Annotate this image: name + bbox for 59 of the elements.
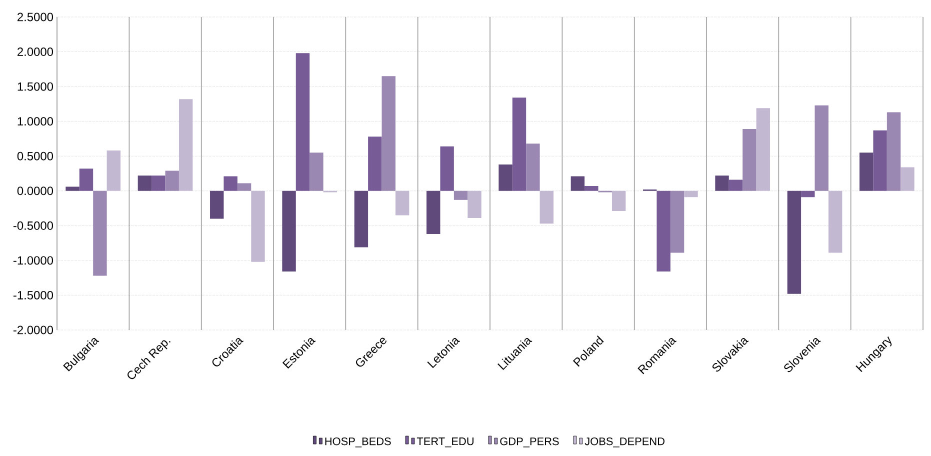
- bar: [742, 128, 756, 191]
- bar: [93, 190, 107, 276]
- legend-label: TERT_EDU: [416, 438, 474, 448]
- bar: [787, 190, 802, 294]
- legend-label: GDP_PERS: [500, 437, 559, 448]
- bar: [224, 176, 238, 191]
- bar: [454, 190, 468, 200]
- bar: [512, 98, 526, 191]
- bar: [900, 167, 914, 191]
- bar: [886, 112, 901, 191]
- legend-label: HOSP_BEDS: [325, 437, 391, 448]
- y-tick-label: -0.5000: [13, 221, 54, 230]
- bar: [728, 180, 743, 191]
- y-tick-label: -1.0000: [13, 256, 54, 265]
- y-tick-label: -2.0000: [13, 326, 54, 334]
- bar: [237, 183, 252, 191]
- bar: [498, 164, 512, 191]
- bar: [860, 152, 874, 191]
- bar: [138, 176, 152, 191]
- bar: [873, 130, 887, 191]
- bar: [684, 190, 698, 198]
- y-tick-label: 0.5000: [17, 152, 54, 160]
- bar: [165, 170, 179, 191]
- bar: [814, 105, 828, 191]
- bar: [426, 190, 440, 234]
- y-tick-label: 0.0000: [17, 186, 54, 196]
- bar: [178, 99, 193, 191]
- bar: [570, 176, 585, 191]
- bar: [106, 150, 121, 191]
- bar: [468, 190, 482, 218]
- bar: [282, 190, 296, 272]
- bar: [756, 108, 770, 191]
- bar: [656, 190, 670, 272]
- legend-label: JOBS_DEPEND: [584, 437, 664, 448]
- y-tick-label: -1.5000: [13, 290, 54, 300]
- bar: [526, 144, 540, 191]
- bar: [715, 176, 729, 191]
- y-tick-label: 1.0000: [18, 117, 54, 126]
- bar: [584, 186, 598, 191]
- bar: [612, 190, 626, 212]
- y-tick-label: 2.5000: [18, 12, 54, 22]
- y-tick-label: 1.5000: [18, 82, 54, 91]
- bar: [251, 190, 265, 262]
- bar: [66, 186, 80, 191]
- bar: [368, 136, 382, 191]
- bar: [152, 176, 166, 191]
- bar: [310, 152, 324, 191]
- bar: [354, 190, 368, 248]
- bar: [210, 190, 224, 219]
- bar: [670, 190, 684, 253]
- bar: [79, 168, 94, 191]
- bar: [440, 146, 454, 191]
- bar: [395, 190, 410, 216]
- bar: [828, 190, 842, 253]
- bar: [801, 190, 815, 198]
- y-tick-label: 2.0000: [18, 48, 54, 56]
- bar: [540, 190, 554, 224]
- bar: [296, 53, 310, 191]
- bar: [382, 76, 396, 191]
